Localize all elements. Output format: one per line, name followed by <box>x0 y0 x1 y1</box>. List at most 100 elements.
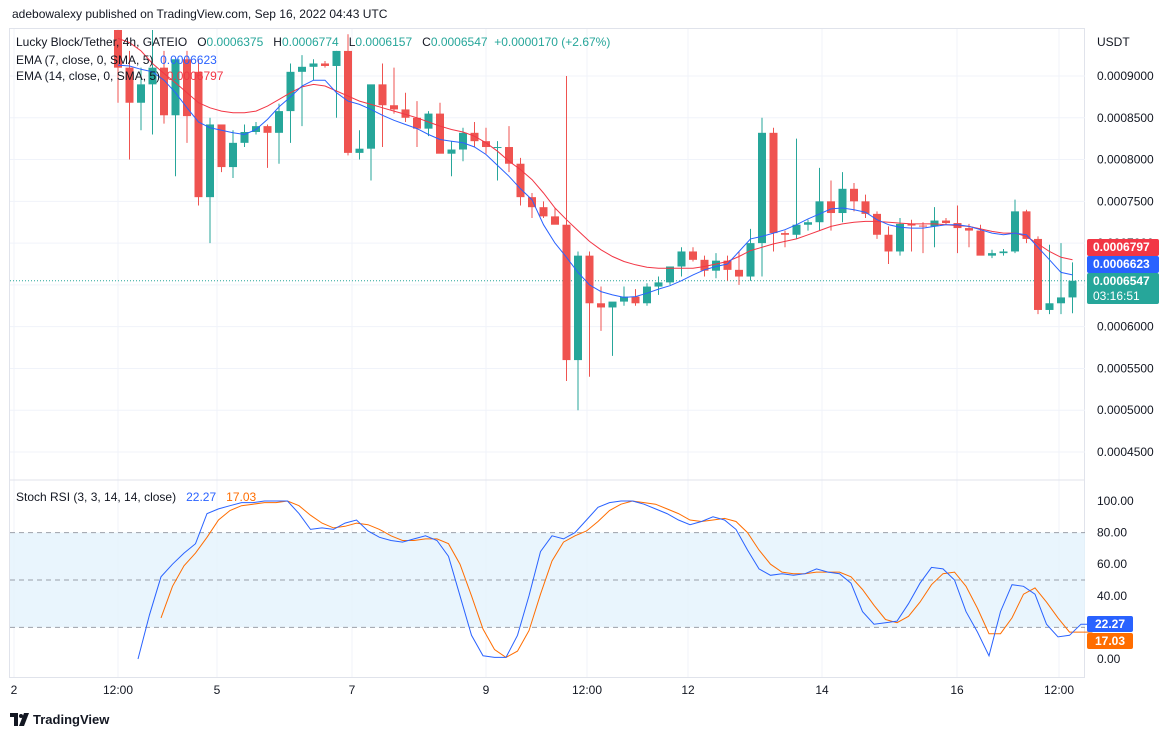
candle <box>436 102 444 154</box>
candle-body <box>861 201 870 214</box>
candle-body <box>229 142 237 168</box>
candle <box>390 67 398 114</box>
candle-body <box>332 50 341 66</box>
candle-body <box>194 71 203 198</box>
stoch-k-line <box>137 500 1093 660</box>
candle <box>884 226 893 264</box>
candle-body <box>125 67 134 103</box>
candle-body <box>608 301 617 308</box>
candle <box>160 50 168 124</box>
candle <box>206 117 214 244</box>
stoch-tick-label: 40.00 <box>1097 589 1127 603</box>
candle <box>183 50 191 143</box>
candle-body <box>240 131 249 143</box>
legend-ema1-row: EMA (7, close, 0, SMA, 5) 0.0006623 <box>16 53 217 67</box>
candle <box>574 251 582 411</box>
bar-countdown: 03:16:51 <box>1093 289 1140 303</box>
stoch-d-line <box>160 500 1093 658</box>
candle <box>953 205 962 254</box>
candle <box>1034 236 1042 315</box>
candle <box>275 103 283 164</box>
candle <box>827 180 835 231</box>
candle-body <box>574 255 582 361</box>
candle-body <box>424 113 433 129</box>
ema2-badge: 0.0006797 <box>1087 239 1159 256</box>
price-tick-label: 0.0006000 <box>1097 320 1154 334</box>
tradingview-logo-icon <box>10 713 30 726</box>
candle <box>585 251 594 377</box>
candle <box>666 266 674 285</box>
ema1-label: EMA (7, close, 0, SMA, 5) <box>16 53 154 67</box>
candle-body <box>401 109 410 118</box>
candle-body <box>1045 303 1054 310</box>
footer-brand: TradingView <box>33 712 110 727</box>
candle-body <box>746 243 755 277</box>
legend-symbol-row: Lucky Block/Tether, 4h, GATEIO O0.000637… <box>16 35 610 49</box>
candle <box>907 219 916 252</box>
candle <box>217 124 226 173</box>
stoch-legend: Stoch RSI (3, 3, 14, 14, close) 22.27 17… <box>16 490 256 504</box>
price-tick-label: 0.0008000 <box>1097 153 1154 167</box>
candle-body <box>344 50 352 153</box>
candle-body <box>1057 297 1065 304</box>
candle-body <box>873 213 881 235</box>
candle <box>493 141 502 181</box>
candle-body <box>804 222 812 225</box>
candle-body <box>286 71 295 112</box>
legend-high: 0.0006774 <box>281 35 339 49</box>
candle-body <box>516 163 525 198</box>
candle-body <box>263 126 272 133</box>
candle-body <box>217 124 226 168</box>
candle <box>1057 243 1065 315</box>
candle <box>355 130 364 160</box>
last-price: 0.0006547 <box>1093 274 1150 288</box>
price-tick-label: 0.0008500 <box>1097 111 1154 125</box>
candle-body <box>689 251 697 260</box>
candle <box>401 92 410 122</box>
stoch-k-value: 22.27 <box>186 490 217 504</box>
candle <box>723 255 732 281</box>
candle-body <box>792 224 801 235</box>
candle <box>321 60 329 68</box>
candle <box>516 157 525 206</box>
candle <box>562 76 571 381</box>
candle <box>1068 262 1077 314</box>
stoch-k-badge: 22.27 <box>1087 616 1133 632</box>
price-tick-label: 0.0004500 <box>1097 445 1154 459</box>
candle <box>758 117 766 277</box>
ema-slow-line <box>117 37 1073 269</box>
candle-body <box>470 132 479 142</box>
candle <box>746 228 755 281</box>
candle <box>608 301 617 356</box>
candle <box>309 59 318 81</box>
candle <box>850 182 858 212</box>
time-tick-label: 2 <box>11 683 18 697</box>
candle <box>286 63 295 143</box>
candle-body <box>183 59 191 117</box>
candle-body <box>942 220 950 224</box>
time-tick-label: 5 <box>214 683 221 697</box>
candle-body <box>160 67 168 116</box>
candle <box>482 127 490 154</box>
candle <box>631 289 640 306</box>
candle-body <box>378 84 387 106</box>
candle-body <box>723 260 732 270</box>
legend-c-label: C <box>422 35 431 49</box>
candle-body <box>171 59 180 116</box>
candle-body <box>436 113 444 154</box>
candle-body <box>815 201 824 223</box>
stoch-lines <box>137 500 1093 660</box>
candle <box>367 84 375 181</box>
candle <box>792 138 801 239</box>
price-tick-label: 0.0005000 <box>1097 403 1154 417</box>
legend-ema2-row: EMA (14, close, 0, SMA, 5) 0.0006797 <box>16 69 223 83</box>
candle-body <box>976 230 985 256</box>
candle-body <box>919 225 927 227</box>
candle-body <box>700 259 709 271</box>
candle-body <box>884 234 893 252</box>
candle-body <box>1011 211 1019 252</box>
candle <box>528 192 536 219</box>
stoch-d-value: 17.03 <box>226 490 257 504</box>
candle <box>873 211 881 239</box>
